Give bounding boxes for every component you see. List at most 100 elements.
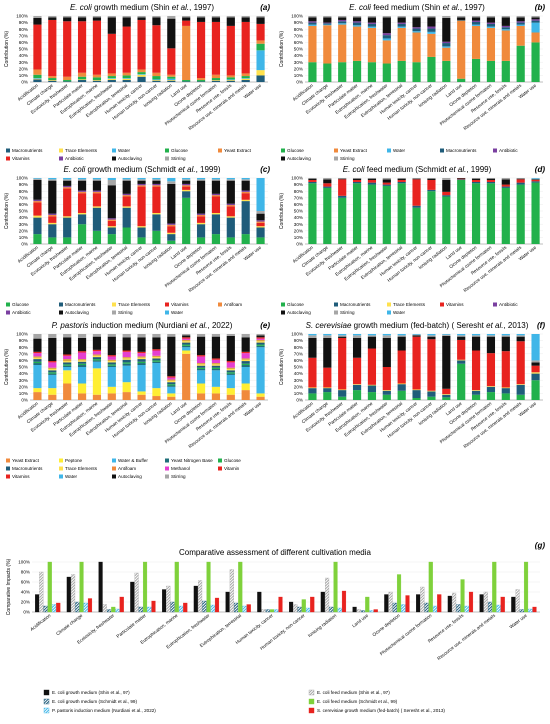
bar-segment (486, 179, 496, 182)
legend-swatch (59, 148, 63, 153)
bar-segment (308, 387, 317, 389)
panel-f: S. cerevisiae growth medium (fed-batch) … (279, 321, 545, 449)
bar-segment (137, 357, 146, 360)
bar-segment (412, 390, 421, 399)
comparative-bar (492, 561, 497, 613)
y-axis-label: Contribution (%) (279, 31, 285, 67)
bar-segment (501, 184, 510, 187)
bar-segment (457, 363, 466, 400)
bar-segment (308, 24, 317, 26)
y-tick-label: 80% (294, 345, 303, 350)
bar-segment (241, 365, 250, 367)
bar-segment (77, 360, 87, 362)
bar-segment (308, 21, 317, 23)
bar-segment (182, 185, 191, 187)
bar-segment (397, 60, 406, 82)
bar-segment (77, 79, 87, 81)
bar-segment (107, 226, 116, 228)
bar-segment (226, 367, 235, 369)
bar-segment (397, 178, 406, 179)
bar-segment (486, 353, 496, 387)
bar-segment (241, 76, 250, 79)
bar-segment (516, 17, 525, 22)
panel-g: Comparative assessment of different cult… (6, 541, 545, 714)
bar-segment (196, 214, 206, 217)
bar-segment (338, 23, 347, 25)
bar-segment (308, 337, 317, 358)
bar-segment (137, 226, 146, 228)
bar-segment (33, 365, 42, 389)
bar-segment (152, 79, 161, 81)
bar-segment (182, 17, 191, 21)
legend-label: E. coli growth medium (Schmidt et al., 9… (52, 699, 137, 704)
bar-segment (152, 80, 161, 82)
legend-swatch (440, 148, 444, 153)
bar-segment (122, 357, 131, 359)
bar-segment (122, 196, 131, 207)
comparative-bar (162, 589, 167, 613)
legend-label: Vitamin (224, 466, 240, 471)
bar-segment (152, 179, 161, 181)
bar-segment (412, 205, 421, 208)
bar-segment (352, 183, 362, 244)
bar-segment (471, 16, 481, 18)
legend-label: Stirring (340, 156, 355, 161)
bar-segment (167, 232, 176, 235)
bar-segment (137, 179, 146, 181)
y-tick-label: 50% (19, 365, 28, 370)
legend-swatch (59, 156, 63, 161)
bar-segment (196, 178, 206, 180)
bar-segment (397, 334, 406, 336)
bar-segment (196, 336, 206, 356)
bar-segment (256, 178, 265, 211)
bar-segment (427, 16, 436, 18)
bar-segment (211, 368, 221, 371)
bar-segment (196, 368, 206, 371)
bar-segment (471, 183, 481, 244)
title-text: growth medium (fed-batch) ( Seresht (351, 321, 486, 330)
y-tick-label: 0% (21, 398, 28, 403)
y-tick-label: 20% (21, 600, 30, 605)
bar-segment (167, 376, 176, 378)
bar-segment (196, 370, 206, 384)
bar-segment (167, 223, 176, 225)
y-tick-label: 80% (19, 189, 28, 194)
bar-segment (241, 337, 250, 352)
bar-segment (152, 186, 161, 213)
bar-segment (33, 79, 42, 82)
panel-title: E. coli feed medium (Schmidt et al., 199… (343, 165, 492, 174)
bar-segment (167, 336, 176, 377)
y-tick-label: 90% (294, 182, 303, 187)
bar-segment (107, 219, 116, 221)
comparative-bar (147, 606, 152, 613)
bar-segment (241, 363, 250, 366)
bar-segment (226, 77, 235, 80)
bar-segment (486, 335, 496, 337)
bar-segment (323, 392, 332, 400)
bar-segment (211, 358, 221, 360)
bar-segment (196, 78, 206, 81)
bar-segment (48, 214, 57, 217)
bar-segment (442, 178, 451, 180)
bar-segment (92, 17, 102, 21)
bar-segment (367, 179, 377, 183)
bar-segment (516, 178, 525, 180)
y-tick-label: 70% (294, 351, 303, 356)
comparative-bar (325, 577, 330, 613)
comparative-bar (487, 601, 493, 613)
title-etal: et al. (178, 165, 195, 174)
bar-segment (211, 178, 221, 180)
panel-letter: (a) (260, 3, 270, 12)
title-text: growth medium (Shin (92, 3, 172, 12)
comparative-bar (365, 596, 370, 613)
bar-segment (182, 183, 191, 186)
y-tick-label: 10% (19, 73, 28, 78)
bar-segment (92, 20, 102, 75)
legend-swatch (387, 148, 391, 153)
bar-segment (256, 17, 265, 24)
bar-segment (442, 334, 451, 335)
bar-segment (226, 216, 235, 218)
bar-segment (107, 76, 116, 79)
bar-segment (63, 188, 72, 217)
bar-segment (33, 357, 42, 360)
